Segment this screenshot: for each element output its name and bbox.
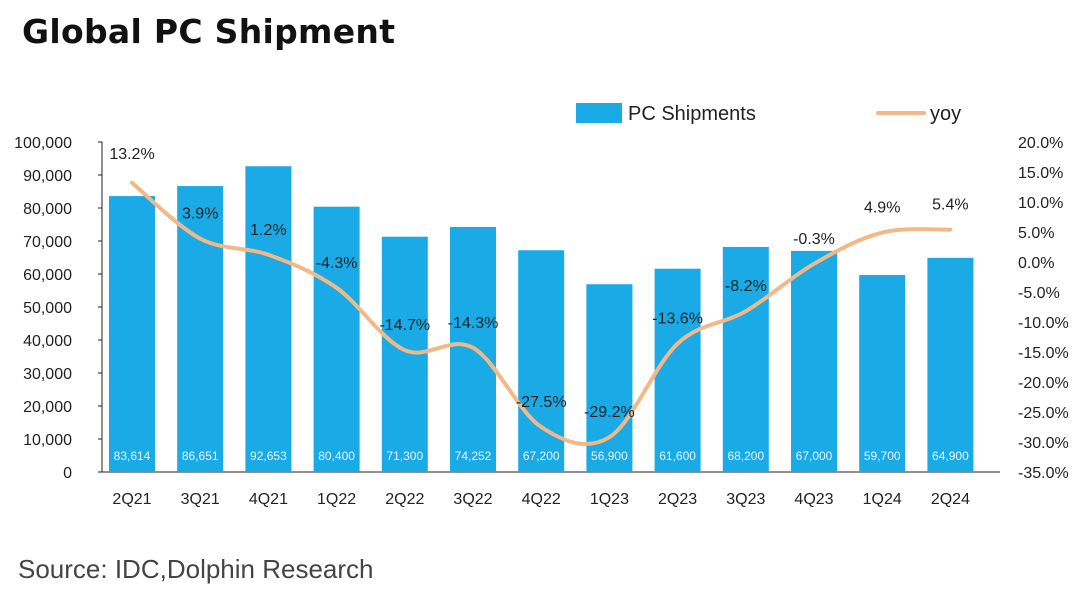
yoy-value-label: 5.4% (932, 197, 968, 214)
yoy-value-label: -14.3% (448, 315, 499, 332)
right-axis-tick: -20.0% (1018, 375, 1069, 392)
x-axis-tick: 4Q23 (794, 491, 833, 508)
right-axis-tick: -35.0% (1018, 465, 1069, 482)
right-axis-tick: -30.0% (1018, 435, 1069, 452)
yoy-value-label: -14.7% (379, 317, 430, 334)
bar-value-label: 86,651 (182, 449, 219, 463)
right-axis-tick: 10.0% (1018, 195, 1063, 212)
yoy-value-label: -29.2% (584, 404, 635, 421)
bar-value-label: 71,300 (386, 449, 423, 463)
bar-1Q24 (859, 274, 906, 472)
right-axis-tick: -5.0% (1018, 285, 1060, 302)
x-axis-tick: 2Q21 (112, 491, 151, 508)
x-axis-tick: 1Q24 (863, 491, 902, 508)
yoy-value-label: -13.6% (652, 311, 703, 328)
yoy-value-label: 1.2% (250, 222, 286, 239)
right-axis-tick: 15.0% (1018, 165, 1063, 182)
left-axis-tick: 90,000 (23, 168, 72, 185)
left-axis-tick: 50,000 (23, 300, 72, 317)
yoy-value-label: -8.2% (725, 278, 767, 295)
x-axis-tick: 2Q23 (658, 491, 697, 508)
legend-label-pc-shipments: PC Shipments (628, 103, 756, 125)
x-axis-tick: 3Q21 (181, 491, 220, 508)
right-axis-tick: 0.0% (1018, 255, 1054, 272)
bar-3Q21 (177, 186, 224, 472)
yoy-value-label: -27.5% (516, 394, 567, 411)
right-axis-tick: -25.0% (1018, 405, 1069, 422)
right-axis-tick: -10.0% (1018, 315, 1069, 332)
bar-value-label: 67,200 (523, 449, 560, 463)
bar-1Q23 (586, 284, 633, 472)
left-axis-tick: 60,000 (23, 267, 72, 284)
bar-2Q23 (654, 268, 701, 472)
left-axis-tick: 80,000 (23, 201, 72, 218)
left-axis-tick: 0 (63, 465, 72, 482)
bar-value-label: 67,000 (796, 449, 833, 463)
yoy-value-label: 13.2% (109, 146, 154, 163)
legend-swatch-pc-shipments (576, 103, 622, 123)
source-note: Source: IDC,Dolphin Research (18, 554, 374, 584)
x-axis-tick: 1Q22 (317, 491, 356, 508)
chart-title: Global PC Shipment (22, 12, 396, 51)
yoy-value-label: 4.9% (864, 200, 900, 217)
right-axis-tick: 20.0% (1018, 135, 1063, 152)
left-axis-tick: 40,000 (23, 333, 72, 350)
bar-2Q24 (927, 257, 974, 472)
bar-2Q21 (109, 196, 155, 473)
yoy-value-label: -0.3% (793, 231, 835, 248)
bar-4Q23 (791, 250, 837, 472)
bar-value-label: 83,614 (114, 449, 151, 463)
bar-4Q21 (245, 166, 292, 472)
right-axis-tick: -15.0% (1018, 345, 1069, 362)
bar-3Q23 (722, 246, 769, 472)
right-axis-tick: 5.0% (1018, 225, 1054, 242)
bar-4Q22 (518, 250, 565, 472)
bar-value-label: 74,252 (455, 449, 492, 463)
x-axis-tick: 2Q22 (385, 491, 424, 508)
bar-value-label: 68,200 (727, 449, 764, 463)
bar-1Q22 (313, 206, 360, 472)
yoy-value-label: -4.3% (316, 255, 358, 272)
x-axis-tick: 2Q24 (931, 491, 970, 508)
yoy-line (130, 180, 953, 447)
bar-value-label: 92,653 (250, 449, 287, 463)
bar-value-label: 56,900 (591, 449, 628, 463)
bar-value-label: 59,700 (864, 449, 901, 463)
yoy-value-label: 3.9% (182, 206, 218, 223)
x-axis-tick: 4Q21 (249, 491, 288, 508)
left-axis-tick: 10,000 (23, 432, 72, 449)
plot-area: 0 10,000 20,000 30,000 40,000 50,000 60,000 70,… (14, 135, 1069, 508)
legend: PC Shipments yoy (576, 103, 961, 125)
left-axis-tick: 100,000 (14, 135, 72, 152)
legend-label-yoy: yoy (930, 103, 961, 125)
x-axis-tick: 4Q22 (522, 491, 561, 508)
x-axis-tick: 1Q23 (590, 491, 629, 508)
x-axis-tick: 3Q22 (453, 491, 492, 508)
x-axis-tick: 3Q23 (726, 491, 765, 508)
bar-value-label: 64,900 (932, 449, 969, 463)
bar-value-label: 80,400 (318, 449, 355, 463)
left-axis-tick: 20,000 (23, 399, 72, 416)
left-axis-tick: 30,000 (23, 366, 72, 383)
bar-value-label: 61,600 (659, 449, 696, 463)
left-axis-tick: 70,000 (23, 234, 72, 251)
